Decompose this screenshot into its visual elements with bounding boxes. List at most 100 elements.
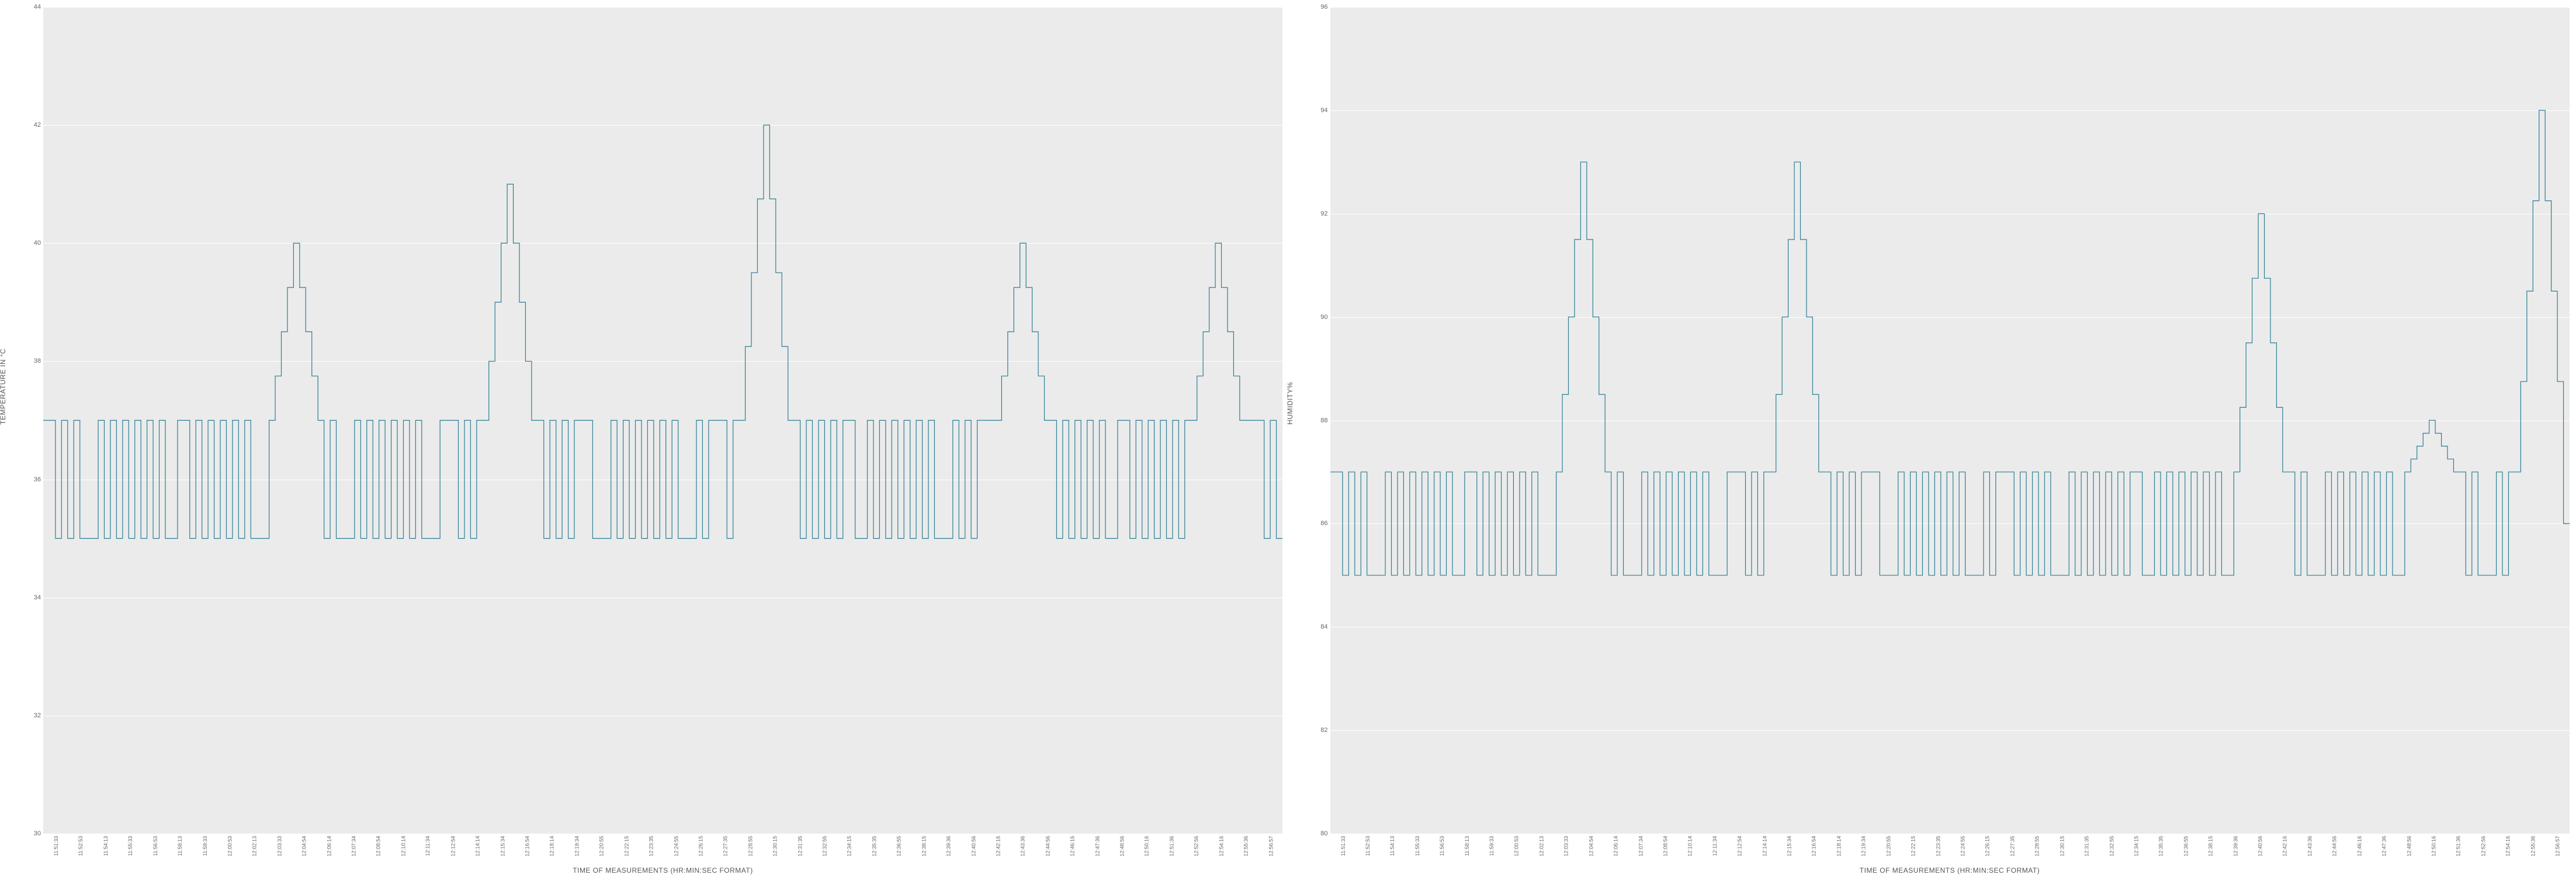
ytick-label: 92 xyxy=(1314,210,1328,217)
xtick-label: 12:50:16 xyxy=(2431,836,2436,856)
xtick-label: 12:44:56 xyxy=(1045,836,1050,856)
xtick-label: 12:52:56 xyxy=(1194,836,1199,856)
xtick-label: 12:38:15 xyxy=(2208,836,2214,856)
ytick-label: 88 xyxy=(1314,417,1328,424)
humidity-plot-area xyxy=(1330,7,2570,834)
xtick-label: 12:42:16 xyxy=(2282,836,2288,856)
xtick-label: 12:16:54 xyxy=(1811,836,1817,856)
xtick-label: 12:07:34 xyxy=(351,836,357,856)
xtick-label: 12:47:36 xyxy=(2381,836,2387,856)
xtick-label: 12:43:36 xyxy=(1020,836,1026,856)
xtick-label: 12:31:35 xyxy=(2084,836,2090,856)
xtick-label: 12:31:35 xyxy=(797,836,803,856)
xtick-label: 12:03:33 xyxy=(1563,836,1569,856)
xtick-label: 12:15:34 xyxy=(500,836,505,856)
xtick-label: 12:03:33 xyxy=(276,836,282,856)
ytick-label: 38 xyxy=(27,358,41,365)
temperature-plot-area xyxy=(43,7,1282,834)
xtick-label: 12:10:14 xyxy=(400,836,406,856)
xtick-label: 12:54:16 xyxy=(1218,836,1224,856)
xtick-label: 11:59:33 xyxy=(202,836,208,856)
xtick-label: 12:46:16 xyxy=(2356,836,2362,856)
xtick-label: 12:34:15 xyxy=(847,836,852,856)
xtick-label: 12:26:15 xyxy=(1985,836,1991,856)
xtick-label: 11:59:33 xyxy=(1489,836,1495,856)
xtick-label: 12:27:35 xyxy=(723,836,729,856)
xtick-label: 12:51:36 xyxy=(2456,836,2461,856)
xtick-label: 12:07:34 xyxy=(1638,836,1644,856)
ytick-label: 96 xyxy=(1314,4,1328,11)
xtick-label: 12:00:53 xyxy=(227,836,233,856)
xtick-label: 11:52:53 xyxy=(1365,836,1371,856)
xtick-label: 11:55:33 xyxy=(1414,836,1420,856)
xtick-label: 12:36:55 xyxy=(2183,836,2189,856)
x-axis-title: TIME OF MEASUREMENTS (HR:MIN:SEC FORMAT) xyxy=(1860,866,2040,874)
xtick-label: 12:35:35 xyxy=(2158,836,2164,856)
xtick-label: 12:00:53 xyxy=(1514,836,1520,856)
xtick-label: 12:19:34 xyxy=(574,836,580,856)
xtick-label: 12:16:54 xyxy=(524,836,530,856)
ytick-label: 44 xyxy=(27,4,41,11)
xtick-label: 12:40:56 xyxy=(2258,836,2263,856)
xtick-label: 12:38:15 xyxy=(921,836,927,856)
temperature-line xyxy=(43,7,1282,834)
temperature-y-axis-title: TEMPERATURE IN °C xyxy=(0,348,7,424)
ytick-label: 84 xyxy=(1314,623,1328,630)
x-axis-title: TIME OF MEASUREMENTS (HR:MIN:SEC FORMAT) xyxy=(573,866,753,874)
xtick-label: 11:56:53 xyxy=(1439,836,1445,856)
xtick-label: 12:26:15 xyxy=(698,836,703,856)
ytick-label: 82 xyxy=(1314,727,1328,734)
xtick-label: 12:43:36 xyxy=(2307,836,2312,856)
xtick-label: 12:18:14 xyxy=(549,836,555,856)
xtick-label: 12:39:36 xyxy=(2232,836,2238,856)
xtick-label: 12:15:34 xyxy=(1787,836,1793,856)
xtick-label: 12:02:13 xyxy=(252,836,258,856)
xtick-label: 12:14:14 xyxy=(475,836,481,856)
xtick-label: 12:12:54 xyxy=(1737,836,1743,856)
xtick-label: 12:14:14 xyxy=(1762,836,1767,856)
xtick-label: 12:55:36 xyxy=(2530,836,2536,856)
xtick-label: 11:54:13 xyxy=(103,836,109,856)
xtick-label: 12:55:36 xyxy=(1243,836,1249,856)
xtick-label: 12:52:56 xyxy=(2480,836,2486,856)
xtick-label: 12:08:54 xyxy=(376,836,382,856)
xtick-label: 12:30:15 xyxy=(2059,836,2065,856)
xtick-label: 12:47:36 xyxy=(1094,836,1100,856)
xtick-label: 12:23:35 xyxy=(649,836,654,856)
xtick-label: 12:08:54 xyxy=(1662,836,1668,856)
xtick-label: 12:24:55 xyxy=(673,836,679,856)
xtick-label: 12:19:34 xyxy=(1861,836,1867,856)
xtick-label: 12:12:54 xyxy=(450,836,456,856)
xtick-label: 12:06:14 xyxy=(326,836,332,856)
xtick-label: 12:35:35 xyxy=(871,836,877,856)
xtick-label: 11:51:33 xyxy=(1340,836,1346,856)
xtick-label: 12:42:16 xyxy=(995,836,1001,856)
xtick-label: 11:58:13 xyxy=(177,836,183,856)
xtick-label: 12:27:35 xyxy=(2009,836,2015,856)
humidity-y-axis-title: HUMIDITY% xyxy=(1286,381,1294,424)
xtick-label: 12:54:16 xyxy=(2505,836,2511,856)
ytick-label: 94 xyxy=(1314,107,1328,114)
xtick-label: 12:34:15 xyxy=(2133,836,2139,856)
xtick-label: 11:58:13 xyxy=(1464,836,1470,856)
xtick-label: 12:28:55 xyxy=(2034,836,2040,856)
xtick-label: 12:10:14 xyxy=(1687,836,1693,856)
xtick-label: 12:02:13 xyxy=(1538,836,1544,856)
xtick-label: 12:20:55 xyxy=(599,836,605,856)
humidity-line xyxy=(1330,7,2570,834)
xtick-label: 12:36:55 xyxy=(896,836,902,856)
xtick-label: 12:32:55 xyxy=(2109,836,2114,856)
ytick-label: 30 xyxy=(27,830,41,837)
xtick-label: 12:32:55 xyxy=(822,836,828,856)
ytick-label: 34 xyxy=(27,594,41,601)
xtick-label: 11:56:53 xyxy=(152,836,158,856)
xtick-label: 12:51:36 xyxy=(1169,836,1174,856)
xtick-label: 12:04:54 xyxy=(301,836,307,856)
xtick-label: 11:54:13 xyxy=(1390,836,1396,856)
xtick-label: 12:23:35 xyxy=(1935,836,1941,856)
xtick-label: 11:52:53 xyxy=(78,836,84,856)
xtick-label: 12:28:55 xyxy=(747,836,753,856)
xtick-label: 12:18:14 xyxy=(1836,836,1842,856)
temperature-chart-panel: 303234363840424411:51:3311:52:5311:54:13… xyxy=(2,2,1287,876)
xtick-label: 12:22:15 xyxy=(1911,836,1916,856)
